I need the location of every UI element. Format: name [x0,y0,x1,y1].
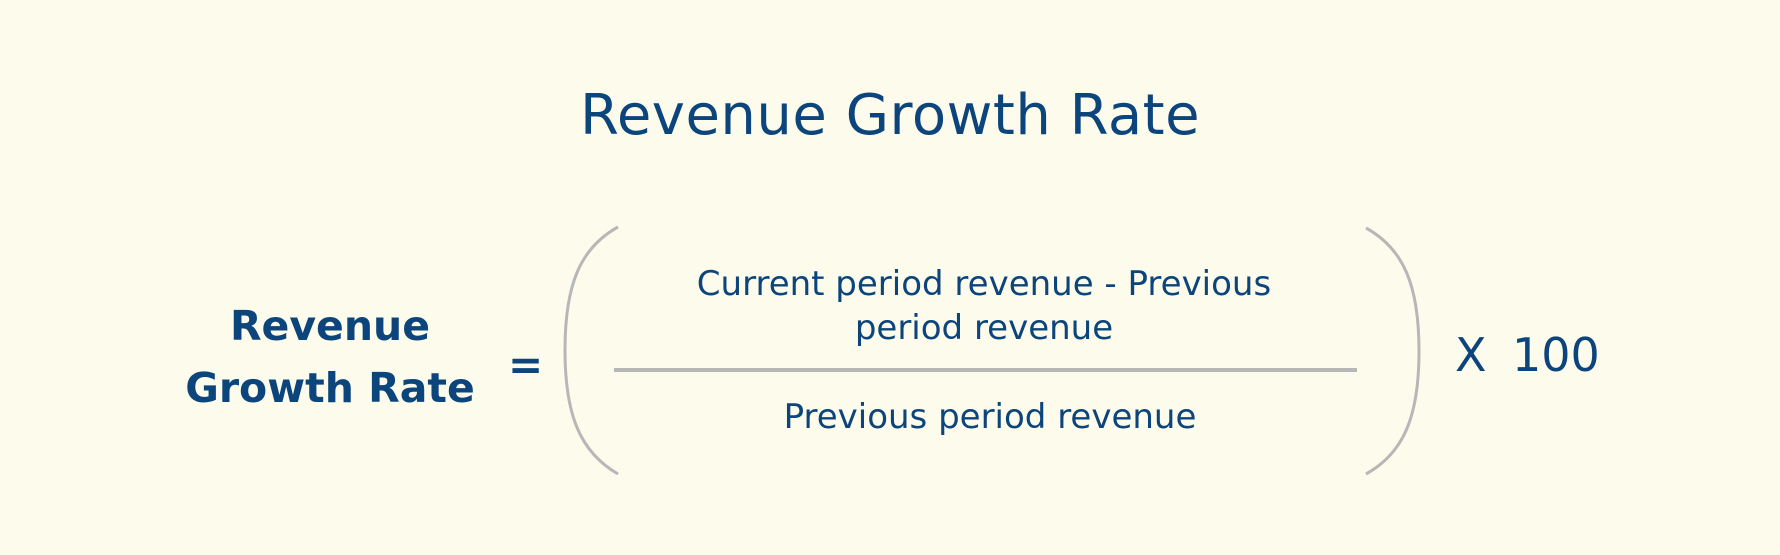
left-parenthesis [563,225,619,476]
lhs-line-1: Revenue [229,302,431,350]
multiplier-factor: 100 [1512,328,1600,382]
formula-lhs: Revenue Growth Rate [150,295,510,419]
right-parenthesis [1365,226,1421,476]
equals-sign: = [508,340,544,389]
fraction-numerator: Current period revenue - Previous period… [614,262,1354,350]
formula-title: Revenue Growth Rate [579,83,1201,148]
multiply-sign: X [1455,328,1487,382]
numerator-line-2: period revenue [854,308,1114,348]
fraction-denominator: Previous period revenue [783,397,1197,437]
lhs-line-2: Growth Rate [185,364,475,412]
numerator-line-1: Current period revenue - Previous [696,264,1272,304]
